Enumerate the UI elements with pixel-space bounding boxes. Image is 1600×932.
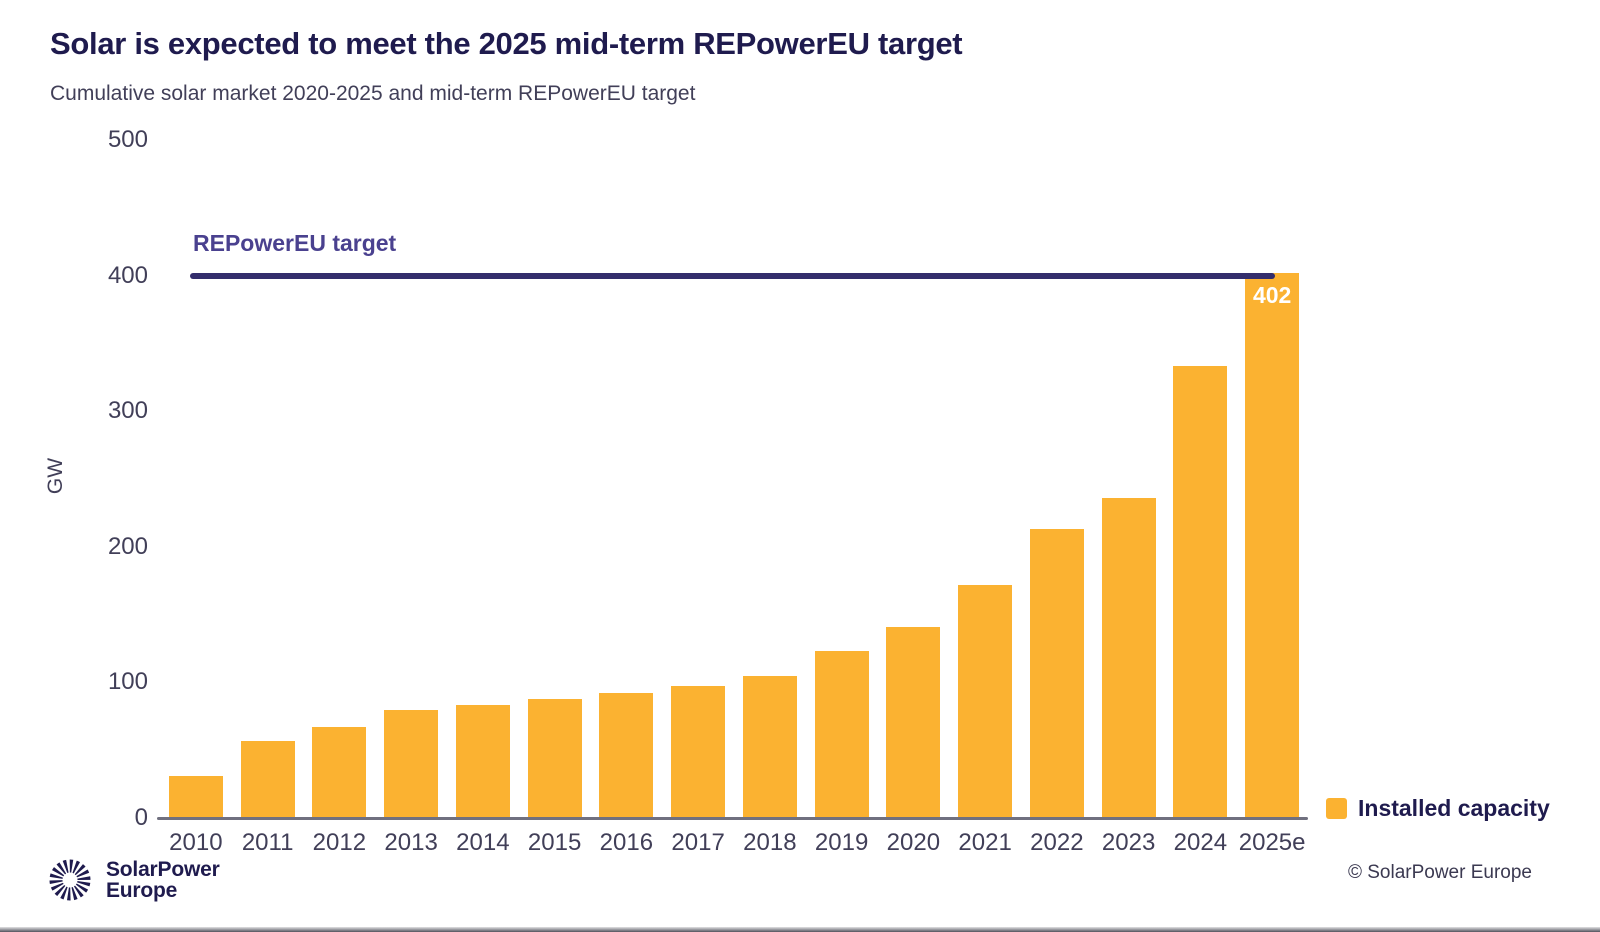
bar-slot-2020: [878, 140, 950, 818]
x-axis: 2010 2011 2012 2013 2014 2015 2016 2017 2018 2019…: [160, 829, 1308, 857]
legend-label: Installed capacity: [1358, 795, 1550, 821]
bar-2016: [599, 693, 654, 818]
target-line: [190, 273, 1275, 279]
brand-name-line2: Europe: [106, 879, 178, 902]
bar-slot-2013: [375, 140, 447, 818]
y-tick-label-0: 0: [134, 804, 148, 831]
plot-area: 402: [160, 140, 1308, 818]
legend: Installed capacity: [1326, 795, 1550, 822]
bar-2013: [384, 709, 439, 818]
sunburst-logo-icon: [49, 859, 91, 901]
x-tick-label-2021: 2021: [958, 829, 1012, 856]
bar-series: 402: [160, 140, 1308, 818]
bar-2011: [240, 740, 295, 818]
x-tick-label-2024: 2024: [1173, 829, 1228, 856]
x-tick-label-2020: 2020: [886, 829, 941, 856]
bar-slot-2023: [1093, 140, 1165, 818]
y-tick-label-100: 100: [107, 668, 148, 696]
x-tick-label-2010: 2010: [169, 829, 223, 856]
target-line-label: REPowerEU target: [193, 230, 397, 256]
bar-2014: [455, 705, 510, 818]
x-tick-label-2018: 2018: [743, 829, 797, 856]
chart-title: Solar is expected to meet the 2025 mid-t…: [50, 26, 963, 61]
x-tick-label-2012: 2012: [312, 829, 367, 856]
bar-2018: [742, 675, 797, 818]
bar-slot-2025e: 402: [1236, 140, 1308, 818]
x-tick-label-2023: 2023: [1101, 829, 1156, 856]
bar-slot-2010: [160, 140, 232, 818]
y-tick-label-500: 500: [107, 126, 148, 153]
bar-slot-2011: [232, 140, 304, 818]
y-tick-label-400: 400: [107, 261, 148, 289]
bar-2023: [1101, 497, 1156, 818]
bar-2015: [527, 698, 582, 818]
bar-slot-2024: [1165, 140, 1237, 818]
bottom-edge-shadow: [0, 927, 1600, 932]
bar-2010: [168, 775, 223, 818]
copyright-notice: © SolarPower Europe: [1347, 862, 1532, 883]
bar-slot-2019: [806, 140, 878, 818]
bar-2024: [1173, 366, 1228, 818]
bar-2022: [1029, 529, 1084, 818]
brand-name-line1: SolarPower: [106, 858, 220, 881]
x-tick-label-2011: 2011: [241, 829, 294, 856]
x-axis-line: [157, 817, 1308, 820]
x-tick-label-2019: 2019: [814, 829, 869, 856]
chart-subtitle: Cumulative solar market 2020-2025 and mi…: [50, 82, 696, 105]
y-axis: 0 100 200 300 400 500: [36, 0, 148, 932]
bar-2025e: 402: [1245, 272, 1300, 818]
bar-2019: [814, 651, 869, 818]
brand-logo: SolarPower Europe: [46, 856, 220, 904]
bar-slot-2022: [1021, 140, 1093, 818]
bar-2012: [312, 727, 367, 818]
bar-slot-2017: [662, 140, 734, 818]
bar-slot-2014: [447, 140, 519, 818]
bar-slot-2018: [734, 140, 806, 818]
bar-slot-2021: [949, 140, 1021, 818]
bar-2017: [671, 686, 726, 818]
bar-slot-2012: [304, 140, 376, 818]
y-tick-label-200: 200: [107, 532, 148, 560]
x-tick-label-2016: 2016: [599, 829, 654, 856]
y-tick-label-300: 300: [107, 397, 148, 425]
x-tick-label-2013: 2013: [384, 829, 438, 856]
bar-2021: [958, 584, 1013, 818]
bar-slot-2015: [519, 140, 591, 818]
x-tick-label-2017: 2017: [671, 829, 725, 856]
brand-name: SolarPower Europe: [106, 859, 220, 901]
y-axis-unit-label: GW: [44, 457, 68, 495]
bar-2020: [886, 626, 941, 818]
x-tick-label-2025e: 2025e: [1238, 829, 1306, 856]
x-tick-label-2015: 2015: [527, 829, 582, 856]
x-tick-label-2014: 2014: [456, 829, 510, 856]
bar-value-label-2025e: 402: [1252, 281, 1292, 308]
legend-swatch-installed-capacity: [1326, 798, 1347, 819]
x-tick-label-2022: 2022: [1030, 829, 1084, 856]
bar-slot-2016: [591, 140, 663, 818]
